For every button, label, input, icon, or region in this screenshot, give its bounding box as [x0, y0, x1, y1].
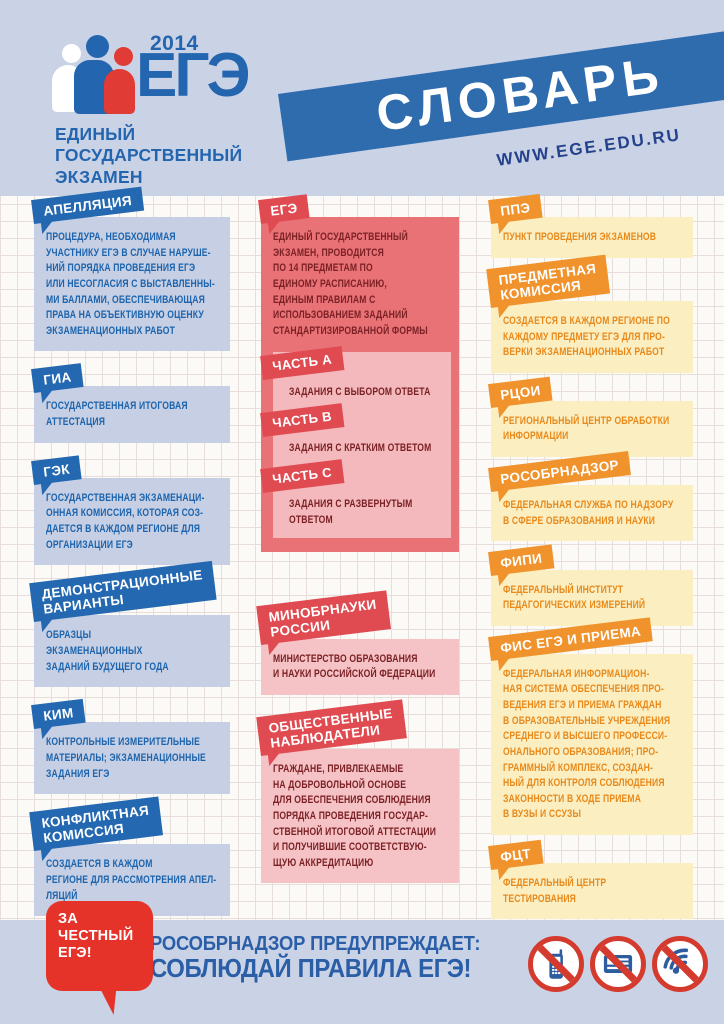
term-definition: ФЕДЕРАЛЬНАЯ ИНФОРМАЦИОН- НАЯ СИСТЕМА ОБЕ… — [491, 653, 693, 835]
no-cheat-sheet-icon — [590, 936, 646, 992]
honest-ege-badge: ЗА ЧЕСТНЫЙ ЕГЭ! — [46, 901, 153, 991]
column-orange-terms: ППЭ ПУНКТ ПРОВЕДЕНИЯ ЭКЗАМЕНОВ ПРЕДМЕТНА… — [486, 193, 693, 930]
logo-year: 2014 — [150, 32, 199, 55]
term-card-demo-varianty: ДЕМОНСТРАЦИОННЫЕ ВАРИАНТЫ ОБРАЗЦЫ ЭКЗАМЕ… — [29, 561, 230, 688]
term-definition: ФЕДЕРАЛЬНАЯ СЛУЖБА ПО НАДЗОРУ В СФЕРЕ ОБ… — [491, 485, 693, 542]
part-tag: ЧАСТЬ А — [260, 346, 345, 380]
part-text: ЗАДАНИЯ С РАЗВЕРНУТЫМ ОТВЕТОМ — [289, 498, 413, 526]
term-card-rcoi: РЦОИ РЕГИОНАЛЬНЫЙ ЦЕНТР ОБРАБОТКИ ИНФОРМ… — [488, 376, 693, 458]
term-tag: МИНОБРНАУКИ РОССИИ — [256, 590, 391, 646]
term-card-kim: КИМ КОНТРОЛЬНЫЕ ИЗМЕРИТЕЛЬНЫЕ МАТЕРИАЛЫ;… — [31, 699, 230, 795]
term-card-rosobrnadzor: РОСОБРНАДЗОР ФЕДЕРАЛЬНАЯ СЛУЖБА ПО НАДЗО… — [488, 451, 693, 542]
term-definition: СОЗДАЕТСЯ В КАЖДОМ РЕГИОНЕ ПО КАЖДОМУ ПР… — [491, 300, 693, 373]
term-definition: РЕГИОНАЛЬНЫЙ ЦЕНТР ОБРАБОТКИ ИНФОРМАЦИИ — [491, 400, 693, 458]
warning-line1: РОСОБРНАДЗОР ПРЕДУПРЕЖДАЕТ: — [150, 933, 481, 955]
term-definition: ГОСУДАРСТВЕННАЯ ЭКЗАМЕНАЦИ- ОННАЯ КОМИСС… — [34, 477, 230, 566]
term-card-gek: ГЭК ГОСУДАРСТВЕННАЯ ЭКЗАМЕНАЦИ- ОННАЯ КО… — [31, 454, 230, 566]
site-url: WWW.EGE.EDU.RU — [495, 125, 683, 170]
term-card-nablyudateli: ОБЩЕСТВЕННЫЕ НАБЛЮДАТЕЛИ ГРАЖДАНЕ, ПРИВЛ… — [256, 699, 459, 884]
part-a: ЧАСТЬ А ЗАДАНИЯ С ВЫБОРОМ ОТВЕТА — [260, 346, 443, 400]
term-definition: МИНИСТЕРСТВО ОБРАЗОВАНИЯ И НАУКИ РОССИЙС… — [261, 638, 459, 695]
term-definition: ФЕДЕРАЛЬНЫЙ ИНСТИТУТ ПЕДАГОГИЧЕСКИХ ИЗМЕ… — [491, 569, 693, 626]
no-mobile-phone-icon — [528, 936, 584, 992]
header-band: 2014 ЕГЭ ЕДИНЫЙ ГОСУДАРСТВЕННЫЙ ЭКЗАМЕН … — [0, 0, 724, 196]
ege-parts-panel: ЧАСТЬ А ЗАДАНИЯ С ВЫБОРОМ ОТВЕТА ЧАСТЬ В… — [260, 346, 451, 539]
term-card-fipi: ФИПИ ФЕДЕРАЛЬНЫЙ ИНСТИТУТ ПЕДАГОГИЧЕСКИХ… — [488, 544, 693, 626]
term-definition: ГРАЖДАНЕ, ПРИВЛЕКАЕМЫЕ НА ДОБРОВОЛЬНОЙ О… — [261, 749, 459, 884]
part-tag: ЧАСТЬ В — [260, 402, 345, 437]
column-red-terms: ЕГЭ ЕДИНЫЙ ГОСУДАРСТВЕННЫЙ ЭКЗАМЕН, ПРОВ… — [256, 194, 459, 905]
part-text: ЗАДАНИЯ С КРАТКИМ ОТВЕТОМ — [289, 442, 432, 455]
part-tag: ЧАСТЬ С — [260, 458, 345, 493]
part-b: ЧАСТЬ В ЗАДАНИЯ С КРАТКИМ ОТВЕТОМ — [260, 402, 443, 457]
part-text: ЗАДАНИЯ С ВЫБОРОМ ОТВЕТА — [289, 385, 431, 398]
column-blue-terms: АПЕЛЛЯЦИЯ ПРОЦЕДУРА, НЕОБХОДИМАЯ УЧАСТНИ… — [29, 186, 230, 934]
term-tag: ДЕМОНСТРАЦИОННЫЕ ВАРИАНТЫ — [29, 561, 217, 623]
prohibited-items — [528, 936, 708, 992]
term-definition: ФЕДЕРАЛЬНЫЙ ЦЕНТР ТЕСТИРОВАНИЯ — [491, 863, 693, 920]
term-card-apellyaciya: АПЕЛЛЯЦИЯ ПРОЦЕДУРА, НЕОБХОДИМАЯ УЧАСТНИ… — [31, 186, 230, 352]
term-card-ppe: ППЭ ПУНКТ ПРОВЕДЕНИЯ ЭКЗАМЕНОВ — [488, 193, 693, 258]
term-definition: ЕДИНЫЙ ГОСУДАРСТВЕННЫЙ ЭКЗАМЕН, ПРОВОДИТ… — [260, 217, 459, 553]
term-tag: ОБЩЕСТВЕННЫЕ НАБЛЮДАТЕЛИ — [256, 699, 407, 757]
term-definition: ПРОЦЕДУРА, НЕОБХОДИМАЯ УЧАСТНИКУ ЕГЭ В С… — [34, 217, 230, 352]
page-title: СЛОВАРЬ — [372, 46, 668, 143]
term-definition: ОБРАЗЦЫ ЭКЗАМЕНАЦИОННЫХ ЗАДАНИЙ БУДУЩЕГО… — [34, 615, 230, 688]
term-card-predmetnaya: ПРЕДМЕТНАЯ КОМИССИЯ СОЗДАЕТСЯ В КАЖДОМ Р… — [486, 254, 693, 373]
term-card-fct: ФЦТ ФЕДЕРАЛЬНЫЙ ЦЕНТР ТЕСТИРОВАНИЯ — [488, 839, 693, 920]
ege-logo: 2014 ЕГЭ — [52, 32, 292, 124]
term-tag: ПРЕДМЕТНАЯ КОМИССИЯ — [486, 254, 611, 308]
logo-caption: ЕДИНЫЙ ГОСУДАРСТВЕННЫЙ ЭКЗАМЕН — [55, 124, 243, 187]
logo-abbr: ЕГЭ — [136, 41, 251, 110]
term-card-minobrnauki: МИНОБРНАУКИ РОССИИ МИНИСТЕРСТВО ОБРАЗОВА… — [256, 590, 459, 695]
term-card-ege: ЕГЭ ЕДИНЫЙ ГОСУДАРСТВЕННЫЙ ЭКЗАМЕН, ПРОВ… — [258, 194, 459, 553]
no-wifi-icon — [652, 936, 708, 992]
warning-line2: СОБЛЮДАЙ ПРАВИЛА ЕГЭ! — [150, 953, 472, 983]
term-tag: КОНФЛИКТНАЯ КОМИССИЯ — [29, 796, 164, 852]
term-definition: ГОСУДАРСТВЕННАЯ ИТОГОВАЯ АТТЕСТАЦИЯ — [34, 386, 230, 443]
part-c: ЧАСТЬ С ЗАДАНИЯ С РАЗВЕРНУТЫМ ОТВЕТОМ — [260, 458, 443, 529]
term-definition: КОНТРОЛЬНЫЕ ИЗМЕРИТЕЛЬНЫЕ МАТЕРИАЛЫ; ЭКЗ… — [34, 722, 230, 795]
term-card-gia: ГИА ГОСУДАРСТВЕННАЯ ИТОГОВАЯ АТТЕСТАЦИЯ — [31, 363, 230, 443]
term-card-fis: ФИС ЕГЭ И ПРИЕМА ФЕДЕРАЛЬНАЯ ИНФОРМАЦИОН… — [488, 617, 693, 835]
term-definition: ПУНКТ ПРОВЕДЕНИЯ ЭКЗАМЕНОВ — [491, 217, 693, 258]
warning-text: РОСОБРНАДЗОР ПРЕДУПРЕЖДАЕТ: СОБЛЮДАЙ ПРА… — [150, 933, 481, 983]
